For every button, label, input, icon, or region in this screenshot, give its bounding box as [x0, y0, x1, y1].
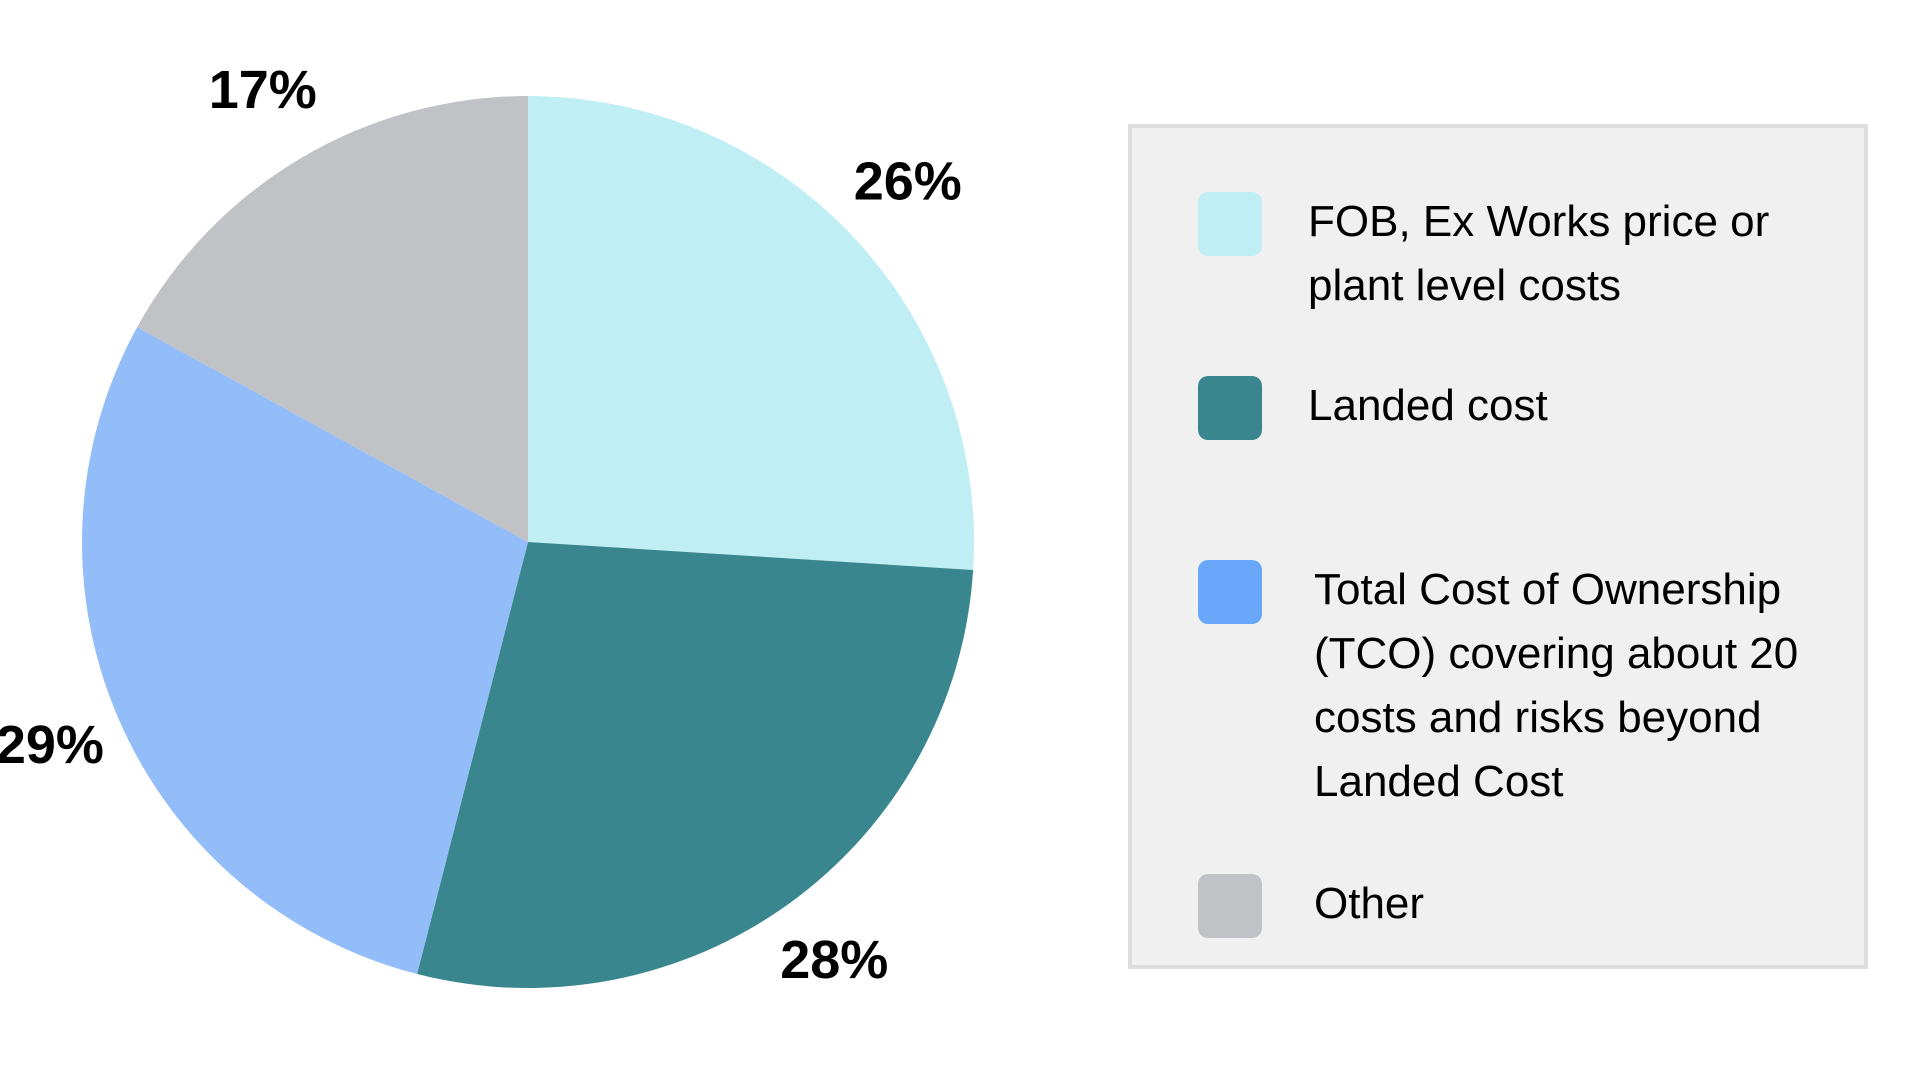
legend-label-tco: Total Cost of Ownership (TCO) covering a… [1314, 565, 1799, 806]
legend-swatch-other [1198, 874, 1262, 938]
legend-swatch-tco [1198, 560, 1262, 624]
pie-value-label-tco: 29% [0, 715, 104, 775]
legend-label-landed-cost: Landed cost [1308, 381, 1548, 430]
legend-label-other: Other [1314, 879, 1425, 928]
legend-swatch-landed-cost [1198, 376, 1262, 440]
pie-slice-other [137, 96, 528, 542]
legend-label-fob: FOB, Ex Works price or plant level costs [1308, 197, 1770, 310]
pie-value-labels: 26% 28% 29% 17% [0, 60, 962, 990]
pie-slices [81, 96, 974, 989]
pie-slice-fob [528, 96, 974, 571]
pie-slice-landed-cost [417, 542, 974, 989]
pie-slice-tco [81, 327, 529, 974]
pie-value-label-other: 17% [209, 60, 317, 120]
pie-value-label-landed-cost: 28% [780, 930, 888, 990]
chart-legend: FOB, Ex Works price or plant level costs… [1128, 124, 1868, 969]
pie-value-label-fob: 26% [854, 152, 962, 212]
legend-swatch-fob [1198, 192, 1262, 256]
